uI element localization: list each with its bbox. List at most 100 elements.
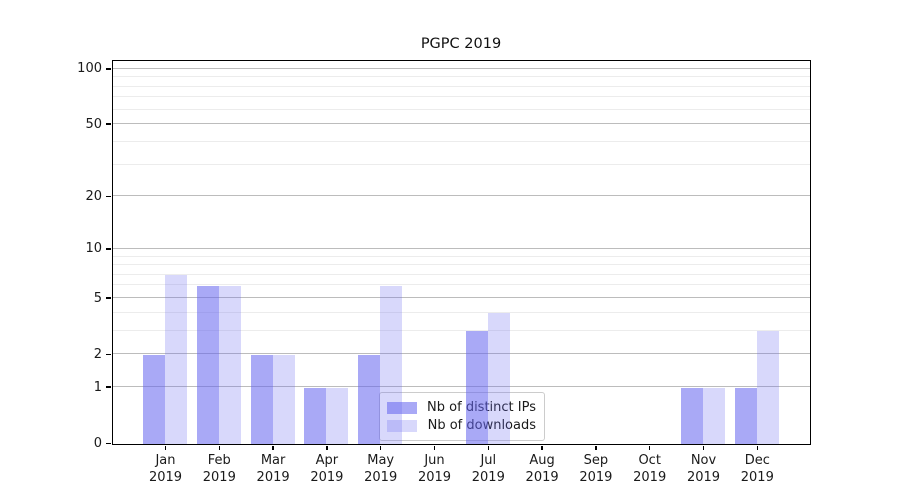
x-tick <box>433 445 436 450</box>
gridline-minor <box>113 264 810 266</box>
x-tick-label-apr: Apr 2019 <box>295 452 359 486</box>
x-tick-label-jan: Jan 2019 <box>134 452 198 486</box>
y-tick-label-5: 5 <box>93 290 102 306</box>
bar-downloads-apr <box>326 387 349 444</box>
y-tick-label-0: 0 <box>93 436 102 451</box>
x-tick-month: Feb <box>207 453 231 468</box>
y-tick <box>106 353 111 356</box>
legend: Nb of distinct IPs Nb of downloads <box>379 392 545 441</box>
x-tick-label-mar: Mar 2019 <box>241 452 305 486</box>
x-tick-year: 2019 <box>471 470 505 485</box>
x-tick-year: 2019 <box>148 470 183 485</box>
y-tick <box>106 386 111 388</box>
gridline-minor <box>113 284 810 286</box>
legend-item-distinct-ips: Nb of distinct IPs <box>387 399 536 416</box>
gridline-minor <box>113 311 810 313</box>
gridline-major <box>113 247 810 249</box>
y-tick <box>106 297 111 299</box>
y-tick <box>106 68 111 70</box>
bar-distinct-ips-jan <box>143 354 165 444</box>
x-tick-year: 2019 <box>525 470 559 485</box>
x-tick <box>164 445 167 450</box>
x-tick-year: 2019 <box>740 470 774 485</box>
x-tick <box>487 445 490 450</box>
gridline-minor <box>113 273 810 275</box>
bar-distinct-ips-apr <box>304 387 327 444</box>
y-tick <box>106 123 111 125</box>
x-tick <box>702 445 705 450</box>
x-tick-label-oct: Oct 2019 <box>618 452 682 486</box>
y-tick-label-2: 2 <box>93 346 102 362</box>
gridline-minor <box>113 85 810 87</box>
x-tick-month: Sep <box>583 453 609 468</box>
x-tick-month: Jul <box>480 453 497 468</box>
x-tick <box>595 445 597 450</box>
x-tick-month: Jan <box>155 453 176 468</box>
bar-distinct-ips-dec <box>734 387 757 444</box>
chart-title: PGPC 2019 <box>420 36 502 52</box>
bar-downloads-jul <box>487 313 510 444</box>
x-tick-label-nov: Nov 2019 <box>672 452 736 486</box>
x-tick-label-sep: Sep 2019 <box>564 452 628 486</box>
y-tick <box>106 248 111 250</box>
gridline-minor <box>113 255 810 257</box>
x-tick-year: 2019 <box>633 470 667 485</box>
y-tick-label-100: 100 <box>77 61 102 77</box>
x-tick <box>272 445 274 450</box>
x-tick-month: Aug <box>529 453 555 468</box>
bar-distinct-ips-feb <box>196 286 219 444</box>
gridline-minor <box>113 329 810 331</box>
gridline-minor <box>113 140 810 142</box>
bar-downloads-mar <box>272 354 295 444</box>
x-tick-year: 2019 <box>579 470 613 485</box>
legend-swatch-downloads <box>387 419 417 432</box>
bar-distinct-ips-may <box>358 354 381 444</box>
gridline-minor <box>113 76 810 78</box>
bar-downloads-may <box>380 286 403 444</box>
x-tick <box>379 445 382 450</box>
y-tick-label-10: 10 <box>85 241 102 257</box>
x-tick <box>541 445 543 450</box>
gridline-major <box>113 195 810 197</box>
x-tick <box>756 445 759 450</box>
gridline-major <box>113 353 810 355</box>
x-tick-year: 2019 <box>417 470 452 485</box>
x-tick-label-may: May 2019 <box>349 452 413 486</box>
legend-item-downloads: Nb of downloads <box>387 417 536 434</box>
bar-distinct-ips-mar <box>250 354 273 444</box>
x-tick-label-jul: Jul 2019 <box>456 452 520 486</box>
x-tick-month: Apr <box>315 453 339 468</box>
x-tick <box>218 445 221 450</box>
x-tick-month: Jun <box>424 453 445 468</box>
gridline-minor <box>113 163 810 165</box>
x-tick-year: 2019 <box>310 470 344 485</box>
legend-swatch-distinct-ips <box>387 401 417 414</box>
x-tick-month: Mar <box>260 453 286 468</box>
x-tick-label-aug: Aug 2019 <box>510 452 574 486</box>
x-tick-label-feb: Feb 2019 <box>187 452 251 486</box>
x-tick-year: 2019 <box>256 470 290 485</box>
x-tick <box>326 445 328 450</box>
gridline-major <box>113 386 810 388</box>
bar-downloads-dec <box>756 331 779 444</box>
x-tick-year: 2019 <box>364 470 398 485</box>
x-tick-month: May <box>367 453 395 468</box>
bar-distinct-ips-jul <box>465 331 488 444</box>
x-tick-month: Dec <box>744 453 770 468</box>
x-tick-label-dec: Dec 2019 <box>725 452 789 486</box>
x-tick <box>648 445 651 450</box>
bar-downloads-feb <box>218 286 241 444</box>
gridline-major <box>113 297 810 298</box>
gridline-minor <box>113 96 810 98</box>
x-tick-year: 2019 <box>202 470 236 485</box>
y-tick-label-20: 20 <box>85 188 102 204</box>
gridline-major <box>113 67 810 69</box>
y-tick <box>106 195 111 198</box>
x-tick-label-jun: Jun 2019 <box>403 452 467 486</box>
gridline-minor <box>113 108 810 110</box>
y-tick <box>106 442 111 445</box>
y-tick-label-1: 1 <box>93 379 102 395</box>
gridline-major <box>113 123 810 125</box>
bar-distinct-ips-nov <box>681 387 703 444</box>
